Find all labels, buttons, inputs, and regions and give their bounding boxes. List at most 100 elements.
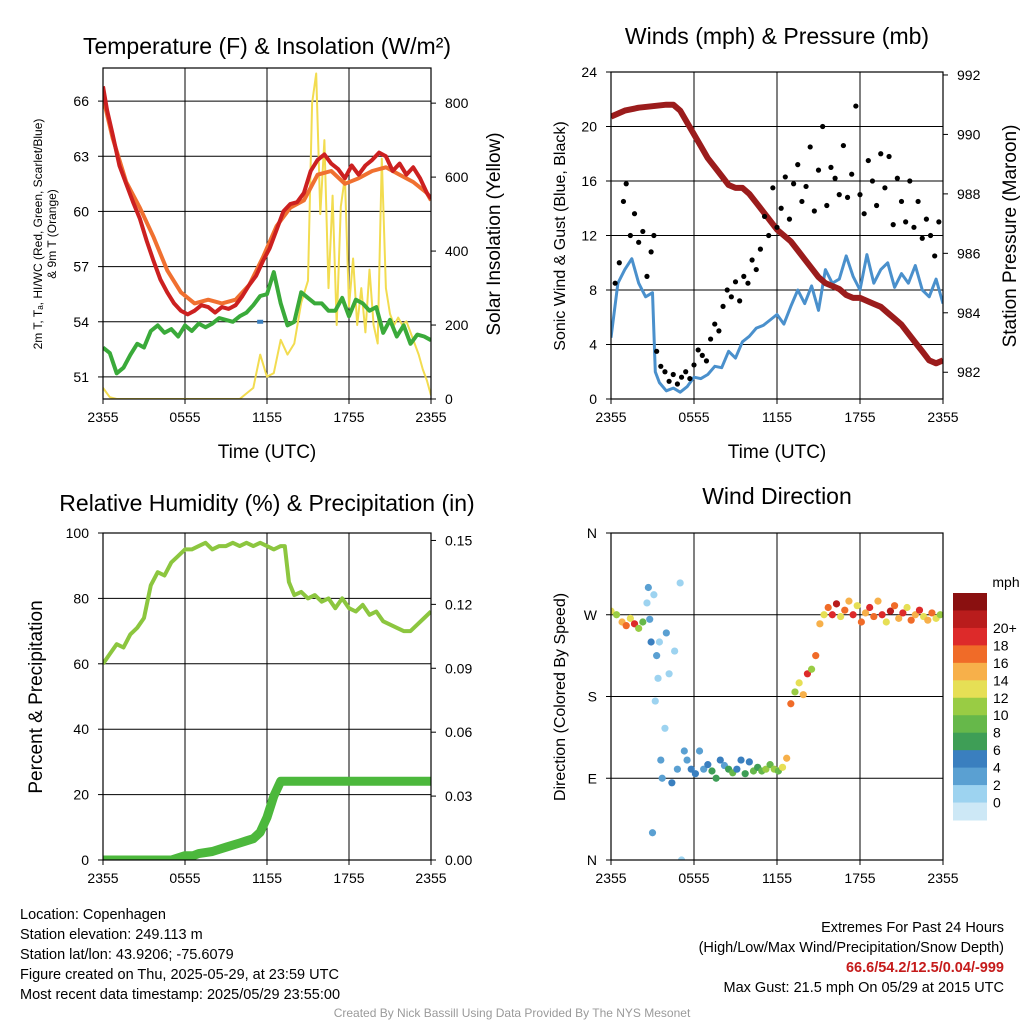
series-insolation — [103, 72, 431, 399]
gust-point — [708, 336, 714, 342]
gust-point — [728, 294, 734, 300]
colorbar-swatch — [953, 732, 987, 751]
winds-title: Winds (mph) & Pressure (mb) — [625, 23, 929, 49]
colorbar-label: 0 — [993, 795, 1001, 811]
gust-point — [795, 162, 801, 168]
gust-point — [616, 260, 622, 266]
gust-point — [774, 224, 780, 230]
gust-point — [640, 228, 646, 235]
direction-point — [691, 770, 699, 778]
colorbar-swatch — [953, 697, 987, 716]
gust-point — [620, 198, 627, 205]
gust-point — [874, 202, 880, 209]
direction-point — [741, 770, 749, 778]
direction-point — [874, 597, 882, 605]
gust-point — [658, 363, 664, 369]
colorbar-label: 2 — [993, 777, 1001, 793]
humidity-series — [103, 540, 431, 860]
gust-point — [770, 185, 776, 191]
direction-point — [762, 765, 770, 773]
direction-point — [673, 765, 682, 773]
temp-y2-ytick-label: 400 — [445, 243, 469, 259]
gust-point — [936, 219, 942, 225]
gust-point — [865, 157, 871, 164]
gust-point — [766, 232, 772, 239]
direction-point — [899, 609, 907, 617]
direction-point — [857, 618, 865, 626]
dir-xtick-label: 0555 — [678, 870, 709, 886]
gust-point — [691, 362, 697, 368]
direction-point — [662, 629, 670, 637]
gust-point — [932, 253, 938, 259]
gust-point — [869, 178, 876, 184]
gust-point — [612, 280, 618, 286]
temperature-ylabel-1: 2m T, Tₐ, HI/WC (Red, Green, Scarlet/Blu… — [31, 119, 45, 350]
colorbar-label: 8 — [993, 725, 1001, 741]
rh-y2-ytick-label: 0.00 — [445, 852, 472, 868]
gust-point — [757, 246, 764, 252]
gust-point — [670, 371, 676, 378]
direction-point — [924, 616, 932, 624]
gust-point — [648, 249, 654, 255]
direction-point — [639, 618, 647, 626]
direction-point — [832, 600, 841, 608]
direction-point — [671, 647, 679, 655]
gust-point — [636, 239, 642, 245]
gust-point — [824, 202, 830, 209]
recent-text: Most recent data timestamp: 2025/05/29 2… — [20, 987, 341, 1003]
gust-point — [712, 321, 718, 327]
direction-point — [716, 756, 724, 764]
direction-point — [626, 614, 634, 622]
direction-point — [799, 691, 807, 699]
gust-point — [799, 198, 805, 205]
direction-point — [700, 765, 708, 773]
temperature-title: Temperature (F) & Insolation (W/m²) — [83, 33, 451, 59]
wind-y2-ytick-label: 990 — [957, 126, 981, 142]
direction-point — [903, 603, 911, 612]
temp-y2-ytick-label: 800 — [445, 95, 469, 111]
extremes-description: (High/Low/Max Wind/Precipitation/Snow De… — [698, 940, 1004, 956]
temp-ytick-label: 57 — [73, 259, 89, 275]
direction-point — [849, 611, 857, 619]
location-text: Location: Copenhagen — [20, 907, 166, 923]
rh-ytick-label: 20 — [73, 787, 89, 803]
direction-point — [791, 688, 799, 696]
gust-point — [857, 192, 863, 198]
temp-ytick-label: 54 — [73, 314, 89, 330]
gust-point — [894, 175, 900, 181]
gust-point — [786, 216, 793, 222]
colorbar-swatch — [953, 593, 987, 611]
direction-panel: 2355 0555 1155 1755 2355 N E S W N Wind Direction D… — [552, 483, 1020, 886]
gust-point — [695, 347, 701, 353]
temp-y2-ytick-label: 200 — [445, 317, 469, 333]
wind-xtick-label: 1155 — [762, 409, 792, 425]
gust-point — [627, 232, 633, 239]
series-td — [103, 270, 431, 376]
gust-point — [745, 280, 751, 286]
dir-xtick-label: 2355 — [595, 870, 626, 886]
direction-point — [695, 747, 704, 755]
rh-xtick-label: 2355 — [87, 870, 118, 886]
direction-point — [787, 700, 795, 708]
colorbar-swatch — [953, 645, 987, 664]
wind-ytick-label: 20 — [581, 119, 597, 135]
temperature-xlabel: Time (UTC) — [218, 442, 317, 463]
direction-point — [708, 767, 716, 775]
rh-ytick-label: 60 — [73, 656, 89, 672]
gust-point — [836, 192, 842, 198]
temp-xtick-label: 2355 — [87, 409, 118, 425]
temp-ytick-label: 60 — [73, 203, 89, 219]
direction-point — [828, 611, 836, 619]
temp-xtick-label: 1755 — [333, 409, 364, 425]
gust-point — [844, 194, 851, 200]
colorbar-swatch — [953, 610, 987, 629]
temperature-y2label: Solar Insolation (Yellow) — [484, 132, 505, 335]
colorbar-label: 14 — [993, 672, 1009, 688]
rh-y2-ytick-label: 0.06 — [445, 724, 472, 740]
direction-point — [653, 652, 661, 660]
gust-point — [703, 358, 710, 364]
gust-point — [919, 235, 925, 241]
direction-point — [657, 756, 665, 764]
elevation-text: Station elevation: 249.113 m — [20, 927, 203, 943]
direction-point — [915, 606, 924, 614]
